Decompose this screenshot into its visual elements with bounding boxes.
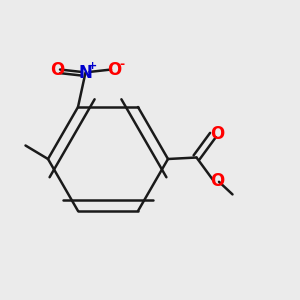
Text: -: - — [120, 58, 125, 70]
Text: +: + — [88, 61, 97, 71]
Text: O: O — [50, 61, 64, 79]
Text: N: N — [79, 64, 92, 82]
Text: O: O — [107, 61, 121, 79]
Text: O: O — [210, 172, 224, 190]
Text: O: O — [210, 124, 225, 142]
